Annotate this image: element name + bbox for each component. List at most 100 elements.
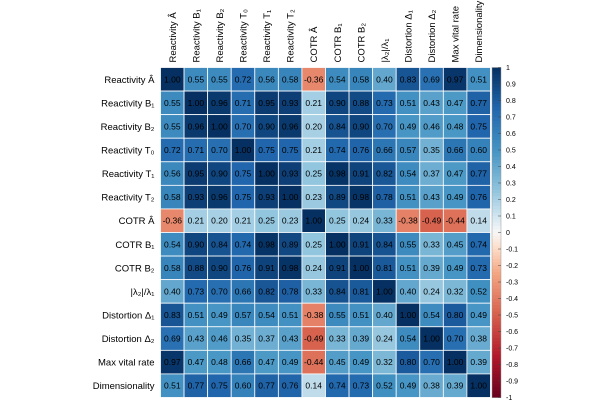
- cell-value-label: 0.83: [164, 310, 181, 320]
- colorbar-segment: [492, 117, 501, 121]
- cell-value-label: 0.25: [329, 216, 346, 226]
- cell-value-label: 0.69: [164, 334, 181, 344]
- cell-value-label: 0.39: [470, 357, 487, 367]
- column-label: Distortion Δ₂: [427, 9, 438, 62]
- cell-value-label: 0.51: [164, 381, 181, 391]
- colorbar-segment: [492, 216, 501, 220]
- colorbar-segment: [492, 278, 501, 283]
- cell-value-label: 0.90: [211, 263, 228, 273]
- cell-value-label: 0.21: [305, 145, 322, 155]
- colorbar-segment: [492, 130, 501, 134]
- colorbar-segment: [492, 186, 501, 190]
- cell-value-label: 0.40: [376, 310, 393, 320]
- cell-value-label: 0.55: [188, 74, 205, 84]
- cell-value-label: 0.33: [305, 286, 322, 296]
- cell-value-label: 0.49: [400, 381, 417, 391]
- cell-value-label: 0.24: [353, 216, 370, 226]
- cell-value-label: 0.75: [235, 192, 252, 202]
- colorbar-ticks: 1 0.9 0.8 0.7 0.6 0.5 0.4 0.3 0.2 0.1 0 -0.1 -0.2 -0.…: [498, 65, 518, 400]
- cell-value-label: 0.91: [353, 169, 370, 179]
- cell-value-label: 0.66: [235, 357, 252, 367]
- colorbar-segment: [492, 295, 501, 299]
- cell-value-label: 0.70: [423, 357, 440, 367]
- cell-value-label: 0.93: [282, 98, 299, 108]
- colorbar-segment: [492, 364, 501, 369]
- colorbar-tick-label: -1: [506, 395, 512, 400]
- cell-value-label: 0.25: [305, 239, 322, 249]
- colorbar-segment: [492, 252, 501, 256]
- cell-value-label: 0.33: [376, 216, 393, 226]
- cell-value-label: 0.76: [470, 192, 487, 202]
- cell-value-label: 0.55: [400, 239, 417, 249]
- cell-value-label: 1.00: [329, 239, 346, 249]
- column-label: COTR B₁: [333, 23, 344, 62]
- cell-value-label: 0.97: [447, 74, 464, 84]
- colorbar-segment: [492, 159, 501, 164]
- cell-value-label: 1.00: [376, 286, 393, 296]
- row-label: Reactivity B₂: [101, 122, 155, 133]
- colorbar-segment: [492, 308, 501, 313]
- colorbar-segment: [492, 334, 501, 339]
- cell-value-label: 1.00: [423, 334, 440, 344]
- colorbar-segment: [492, 367, 501, 372]
- row-label: Reactivity B₁: [101, 98, 154, 109]
- colorbar-segment: [492, 258, 501, 263]
- colorbar-tick-label: -0.9: [506, 379, 518, 386]
- cell-value-label: 0.98: [258, 239, 275, 249]
- cell-value-label: -0.38: [398, 216, 418, 226]
- colorbar-segment: [492, 133, 501, 138]
- colorbar-tick-label: -0.8: [506, 362, 518, 369]
- cell-value-label: 0.77: [470, 98, 487, 108]
- colorbar-segment: [492, 222, 501, 227]
- column-label: Dimensionality: [474, 0, 485, 62]
- row-label: |λ₂|/λ₁: [131, 287, 155, 298]
- cell-value-label: 0.20: [305, 121, 322, 131]
- cell-value-label: 0.70: [211, 286, 228, 296]
- cell-value-label: 0.91: [353, 239, 370, 249]
- colorbar-segment: [492, 212, 501, 217]
- row-label: Reactivity T₀: [101, 145, 154, 156]
- colorbar-segment: [492, 390, 501, 395]
- colorbar-segment: [492, 77, 501, 82]
- colorbar-segment: [492, 301, 501, 306]
- colorbar-segment: [492, 371, 501, 375]
- column-label: Reactivity Â: [168, 12, 179, 63]
- colorbar-segment: [492, 196, 501, 200]
- colorbar-tick-label: 0.9: [506, 82, 516, 89]
- colorbar-segment: [492, 315, 501, 319]
- cell-value-label: 0.60: [235, 381, 252, 391]
- cell-value-label: 0.84: [329, 286, 346, 296]
- row-labels: Reactivity Â Reactivity B₁ Reactivity B₂ Re…: [93, 75, 155, 392]
- colorbar-tick-label: -0.3: [506, 280, 518, 287]
- colorbar-segment: [492, 305, 501, 309]
- colorbar-segment: [492, 84, 501, 88]
- row-label: Reactivity T₂: [101, 193, 154, 204]
- cell-value-label: 0.54: [400, 169, 417, 179]
- column-label: Reactivity T₀: [238, 9, 249, 62]
- cell-value-label: 0.24: [376, 334, 393, 344]
- colorbar-segment: [492, 219, 501, 223]
- cell-value-label: 0.21: [188, 216, 205, 226]
- cell-value-label: 0.93: [188, 192, 205, 202]
- colorbar-segment: [492, 324, 501, 329]
- cell-value-label: 0.73: [353, 381, 370, 391]
- cell-value-label: 0.72: [164, 145, 181, 155]
- cell-value-label: 0.32: [447, 286, 464, 296]
- colorbar-segment: [492, 183, 501, 187]
- cell-value-label: 0.33: [329, 334, 346, 344]
- cell-value-label: 0.75: [470, 121, 487, 131]
- colorbar-segment: [492, 136, 501, 141]
- cell-value-label: 0.14: [470, 216, 487, 226]
- colorbar-segment: [492, 80, 501, 85]
- cell-value-label: -0.49: [422, 216, 442, 226]
- colorbar-segment: [492, 232, 501, 237]
- colorbar-tick-label: 0.7: [506, 115, 516, 122]
- colorbar-segment: [492, 265, 501, 270]
- cell-value-label: 0.96: [211, 98, 228, 108]
- cell-value-label: 0.47: [447, 98, 464, 108]
- colorbar: [491, 67, 502, 398]
- cell-value-label: 0.49: [447, 192, 464, 202]
- cell-value-label: 0.39: [423, 263, 440, 273]
- cell-value-label: 1.00: [353, 263, 370, 273]
- cell-value-label: 0.91: [329, 263, 346, 273]
